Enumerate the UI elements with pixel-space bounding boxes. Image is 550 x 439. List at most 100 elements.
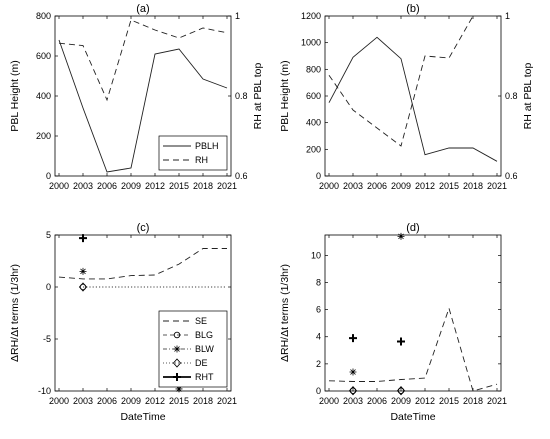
legend: PBLH RH xyxy=(158,135,228,171)
legend-marker xyxy=(173,345,181,353)
y-tick-label: 600 xyxy=(306,91,321,101)
y-tick-label: 0 xyxy=(46,171,51,181)
y2-tick-label: 0.8 xyxy=(235,91,248,101)
x-tick-label: 2018 xyxy=(463,396,483,406)
y-tick-label: 2 xyxy=(316,359,321,369)
panel-title: (a) xyxy=(136,3,149,15)
panel-c: (c) 2000 2003 2006 2009 2012 2015 2018 2021 -10 -5… xyxy=(9,222,237,423)
legend-label: BLW xyxy=(195,344,214,354)
x-tick-label: 2012 xyxy=(145,396,165,406)
legend-label: PBLH xyxy=(195,141,219,151)
y-axis-label: PBL Height (m) xyxy=(279,60,291,131)
y-tick-label: 0 xyxy=(316,386,321,396)
x-tick-label: 2009 xyxy=(391,181,411,191)
y-axis-label: PBL Height (m) xyxy=(9,60,21,131)
y-tick-label: -10 xyxy=(38,386,51,396)
x-axis-label: DateTime xyxy=(390,411,435,423)
x-tick-label: 2009 xyxy=(121,181,141,191)
series-marker-blw xyxy=(175,385,183,393)
legend-box xyxy=(158,310,228,388)
series-line-pblh xyxy=(328,36,498,162)
series-marker-blg xyxy=(349,387,357,394)
series-marker-de xyxy=(78,282,88,292)
legend-label: DE xyxy=(195,358,208,368)
x-tick-label: 2003 xyxy=(73,396,93,406)
y-tick-label: 4 xyxy=(316,332,321,342)
legend: SE BLG BLW DE RHT xyxy=(158,310,228,388)
y-tick-label: 6 xyxy=(316,305,321,315)
y2-tick-label: 0.6 xyxy=(505,171,518,181)
series-marker-de xyxy=(348,386,358,396)
legend-label: SE xyxy=(195,316,207,326)
plot-area xyxy=(54,234,232,392)
plot-area xyxy=(324,234,502,392)
y2-tick-label: 0.6 xyxy=(235,171,248,181)
y-tick-label: 200 xyxy=(306,144,321,154)
x-tick-label: 2021 xyxy=(487,396,507,406)
series-marker-blg xyxy=(79,283,87,291)
x-tick-label: 2021 xyxy=(487,181,507,191)
series-line-rh xyxy=(328,15,474,147)
y-tick-label: -5 xyxy=(43,334,51,344)
y-axis-label: ΔRH/Δt terms (1/3hr) xyxy=(9,264,21,362)
legend-marker xyxy=(173,331,181,339)
x-tick-label: 2009 xyxy=(121,396,141,406)
series-line-pblh xyxy=(58,39,228,173)
x-tick-label: 2012 xyxy=(415,396,435,406)
x-tick-label: 2000 xyxy=(49,396,69,406)
y2-tick-label: 1 xyxy=(505,11,510,21)
series-marker-rht xyxy=(349,334,357,343)
legend-label: RH xyxy=(195,155,208,165)
panel-b: (b) 2000 2003 2006 2009 2012 2015 2018 2021 0 200 4… xyxy=(279,3,534,191)
x-tick-label: 2021 xyxy=(217,396,237,406)
x-tick-label: 2006 xyxy=(97,181,117,191)
series-marker-rht xyxy=(397,337,405,346)
y-tick-label: 5 xyxy=(46,230,51,240)
x-tick-label: 2003 xyxy=(73,181,93,191)
y2-tick-label: 0.8 xyxy=(505,91,518,101)
x-tick-label: 2012 xyxy=(415,181,435,191)
x-tick-label: 2021 xyxy=(217,181,237,191)
y-tick-label: 200 xyxy=(36,131,51,141)
panel-title: (d) xyxy=(406,222,419,234)
series-line-se xyxy=(58,248,227,280)
y-tick-label: 0 xyxy=(316,171,321,181)
legend-marker xyxy=(172,358,182,368)
x-tick-label: 2015 xyxy=(439,181,459,191)
x-tick-label: 2009 xyxy=(391,396,411,406)
x-tick-label: 2018 xyxy=(463,181,483,191)
panel-d: (d) 2000 2003 2006 2009 2012 2015 2018 2021 0 2 4 6 8… xyxy=(279,222,507,423)
y2-tick-label: 1 xyxy=(235,11,240,21)
y-axis-label: ΔRH/Δt terms (1/3hr) xyxy=(279,264,291,362)
panel-title: (c) xyxy=(137,222,150,234)
x-tick-label: 2000 xyxy=(49,181,69,191)
x-tick-label: 2012 xyxy=(145,181,165,191)
x-tick-label: 2003 xyxy=(343,396,363,406)
y-tick-label: 1200 xyxy=(301,11,321,21)
x-tick-label: 2000 xyxy=(319,181,339,191)
series-marker-blw xyxy=(349,368,357,376)
y-tick-label: 400 xyxy=(36,91,51,101)
series-marker-rht xyxy=(79,234,87,243)
y-tick-label: 0 xyxy=(46,282,51,292)
x-tick-label: 2006 xyxy=(97,396,117,406)
series-marker-blg xyxy=(397,387,405,394)
legend-marker xyxy=(173,373,181,381)
x-axis-label: DateTime xyxy=(120,411,165,423)
x-tick-label: 2003 xyxy=(343,181,363,191)
y-tick-label: 800 xyxy=(36,11,51,21)
x-tick-label: 2000 xyxy=(319,396,339,406)
x-tick-label: 2006 xyxy=(367,396,387,406)
panel-title: (b) xyxy=(406,3,419,15)
y2-axis-label: RH at PBL top xyxy=(252,62,264,129)
y-tick-label: 600 xyxy=(36,51,51,61)
y-tick-label: 10 xyxy=(311,250,321,260)
series-line-se xyxy=(328,306,498,392)
y2-axis-label: RH at PBL top xyxy=(522,62,534,129)
x-tick-label: 2018 xyxy=(193,181,213,191)
plot-area xyxy=(324,15,502,177)
series-line-rh xyxy=(58,19,228,102)
x-tick-label: 2015 xyxy=(169,396,189,406)
y-tick-label: 800 xyxy=(306,64,321,74)
